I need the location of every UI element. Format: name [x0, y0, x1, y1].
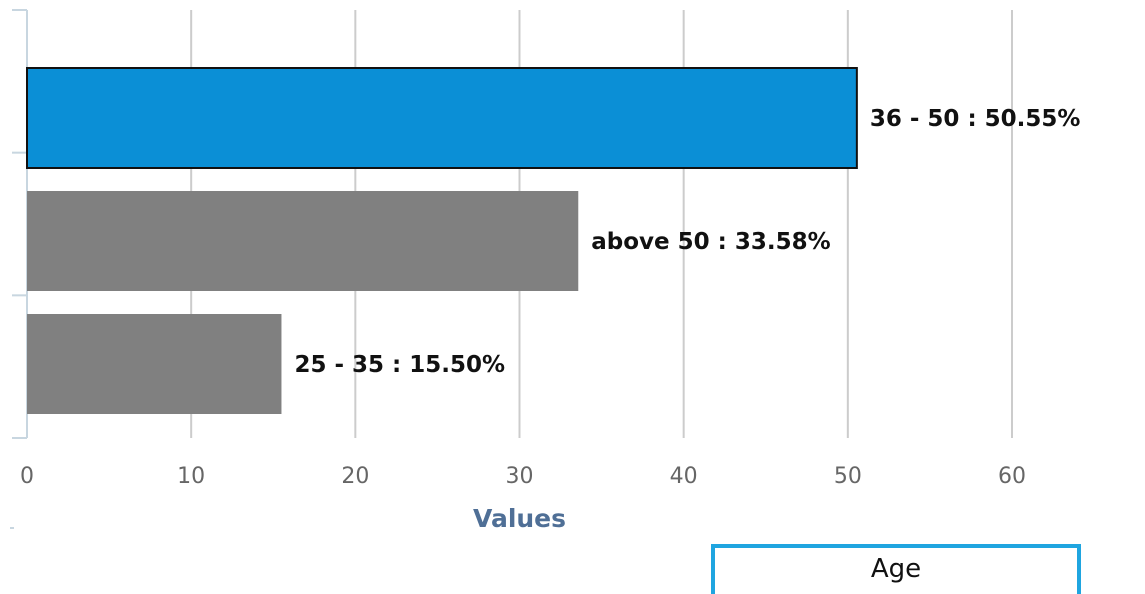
- x-tick-label-0: 0: [20, 464, 34, 489]
- y-axis-ticks: [10, 9, 27, 529]
- legend: Age: [711, 544, 1081, 594]
- data-label-0: 36 - 50 : 50.55%: [870, 106, 1081, 132]
- x-tick-labels: 0 10 20 30 40 50 60: [20, 464, 1026, 489]
- x-tick-label-20: 20: [341, 464, 369, 489]
- x-tick-label-10: 10: [177, 464, 205, 489]
- bars: [26, 67, 858, 414]
- x-tick-label-60: 60: [998, 464, 1026, 489]
- bar-above50: [27, 191, 579, 291]
- data-label-2: 25 - 35 : 15.50%: [294, 352, 505, 378]
- bar-36-50: [26, 67, 858, 169]
- data-label-1: above 50 : 33.58%: [591, 229, 830, 255]
- x-tick-label-50: 50: [834, 464, 862, 489]
- x-tick-label-30: 30: [506, 464, 534, 489]
- legend-label: Age: [870, 554, 922, 584]
- x-axis-title: Values: [473, 504, 566, 533]
- bar-25-35: [27, 314, 282, 414]
- bar-chart: 36 - 50 : 50.55% above 50 : 33.58% 25 - 35…: [10, 9, 1080, 533]
- x-tick-label-40: 40: [670, 464, 698, 489]
- data-labels: 36 - 50 : 50.55% above 50 : 33.58% 25 - 35…: [294, 106, 1080, 378]
